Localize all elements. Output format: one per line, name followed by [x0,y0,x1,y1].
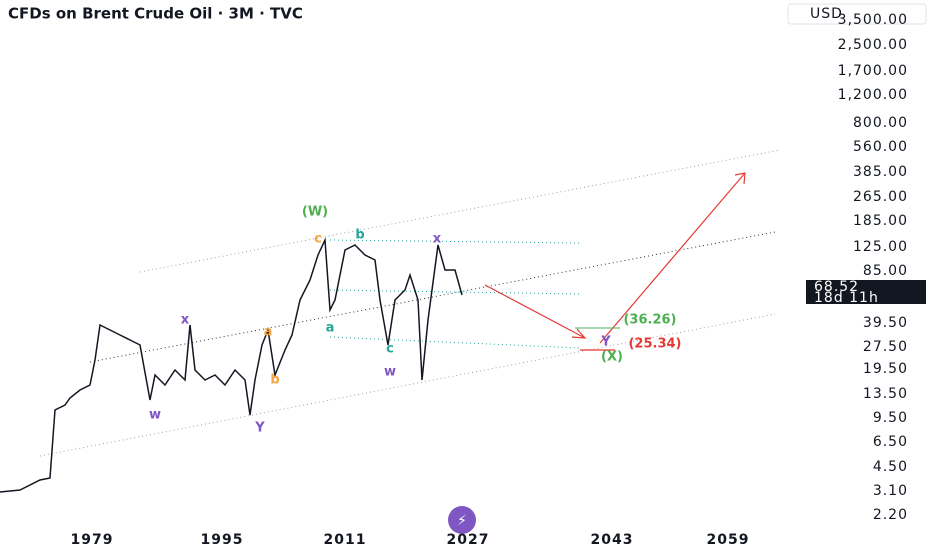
wave-label: b [270,373,279,388]
price-label: 85.00 [863,263,908,279]
wave-label: (36.26) [623,313,676,328]
price-label: 125.00 [853,239,908,255]
wave-label: (X) [601,350,623,365]
price-label: 2.20 [873,507,908,523]
wave-label: x [433,232,442,247]
price-label: 3,500.00 [838,12,908,28]
wave-label: a [326,321,335,336]
price-label: 185.00 [853,213,908,229]
price-label: 800.00 [853,115,908,131]
countdown: 18d 11h [814,290,879,306]
wave-label: w [149,408,161,423]
last-price: 68.52 [814,279,859,295]
price-label: 13.50 [863,386,908,402]
price-label: 6.50 [873,434,908,450]
time-label: 2059 [707,532,750,548]
price-label: 27.50 [863,339,908,355]
price-label: 1,700.00 [838,63,908,79]
wave-label: c [314,232,322,247]
price-label: 4.50 [873,459,908,475]
icon-glyph: ⚡ [457,513,467,529]
wave-label: (W) [302,205,328,220]
last-price-tag [806,280,926,304]
time-label: 2043 [591,532,634,548]
price-label: 9.50 [873,410,908,426]
wave-label: Y [600,335,611,350]
price-label: 1,200.00 [838,87,908,103]
wave-label: w [384,365,396,380]
wave-label: b [355,228,364,243]
wave-label: c [386,342,394,357]
time-label: 1979 [71,532,114,548]
wave-label: Y [254,421,265,436]
time-label: 1995 [201,532,244,548]
replay-icon[interactable] [448,506,476,534]
wave-label: (25.34) [628,337,681,352]
time-label: 2027 [447,532,490,548]
price-label: 19.50 [863,361,908,377]
price-label: 39.50 [863,315,908,331]
wave-label: a [264,325,273,340]
price-label: 265.00 [853,189,908,205]
level-lines [329,239,581,349]
price-label: 2,500.00 [838,37,908,53]
price-label: 3.10 [873,483,908,499]
price-label: 560.00 [853,139,908,155]
currency: USD [810,6,843,22]
wave-label: x [181,313,190,328]
price-bars [0,237,463,493]
channel-lines [39,149,781,457]
currency-box[interactable] [787,3,927,25]
chart-title: CFDs on Brent Crude Oil · 3M · TVC [8,5,303,23]
projection-arrows [484,172,746,351]
price-label: 385.00 [853,164,908,180]
time-label: 2011 [324,532,367,548]
